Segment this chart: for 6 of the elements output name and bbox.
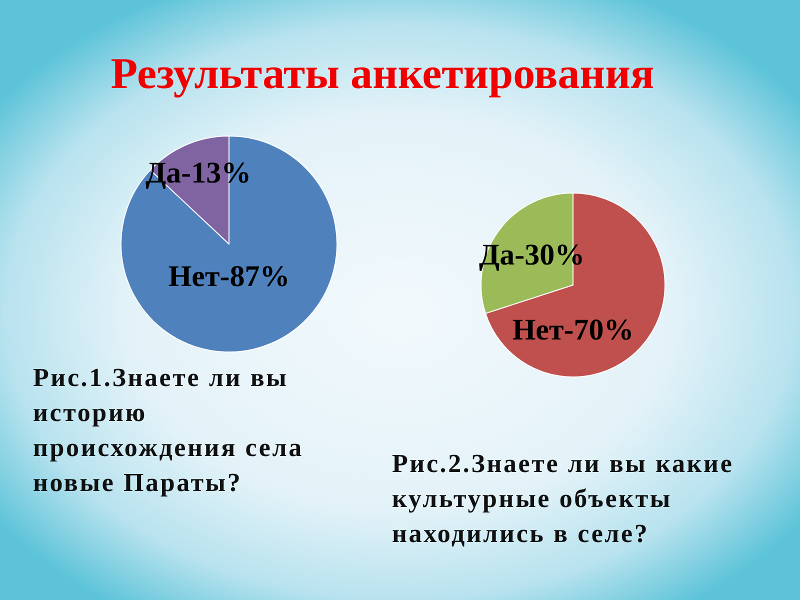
pie-slice bbox=[120, 136, 338, 352]
slice-label: Нет-87% bbox=[168, 260, 290, 293]
text: Рис.2.Знаете ли вы какие культурные объекты находились в селе? bbox=[392, 448, 735, 550]
text: Рис.1.Знаете ли вы историю происхождения села новые Параты? bbox=[33, 362, 304, 499]
slice-label: Нет-70% bbox=[512, 313, 634, 346]
chart-title: Результаты анкетирования bbox=[110, 48, 656, 100]
